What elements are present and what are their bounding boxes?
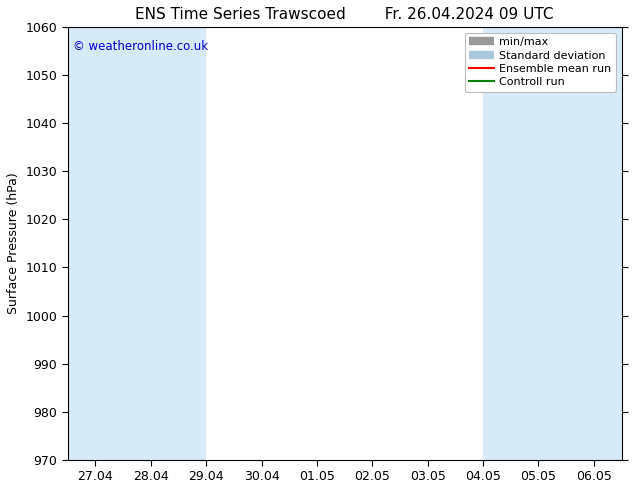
Text: © weatheronline.co.uk: © weatheronline.co.uk: [74, 40, 209, 53]
Legend: min/max, Standard deviation, Ensemble mean run, Controll run: min/max, Standard deviation, Ensemble me…: [465, 33, 616, 92]
Bar: [483, 27, 621, 460]
Title: ENS Time Series Trawscoed        Fr. 26.04.2024 09 UTC: ENS Time Series Trawscoed Fr. 26.04.2024…: [136, 7, 554, 22]
Bar: [68, 27, 206, 460]
Y-axis label: Surface Pressure (hPa): Surface Pressure (hPa): [7, 172, 20, 314]
